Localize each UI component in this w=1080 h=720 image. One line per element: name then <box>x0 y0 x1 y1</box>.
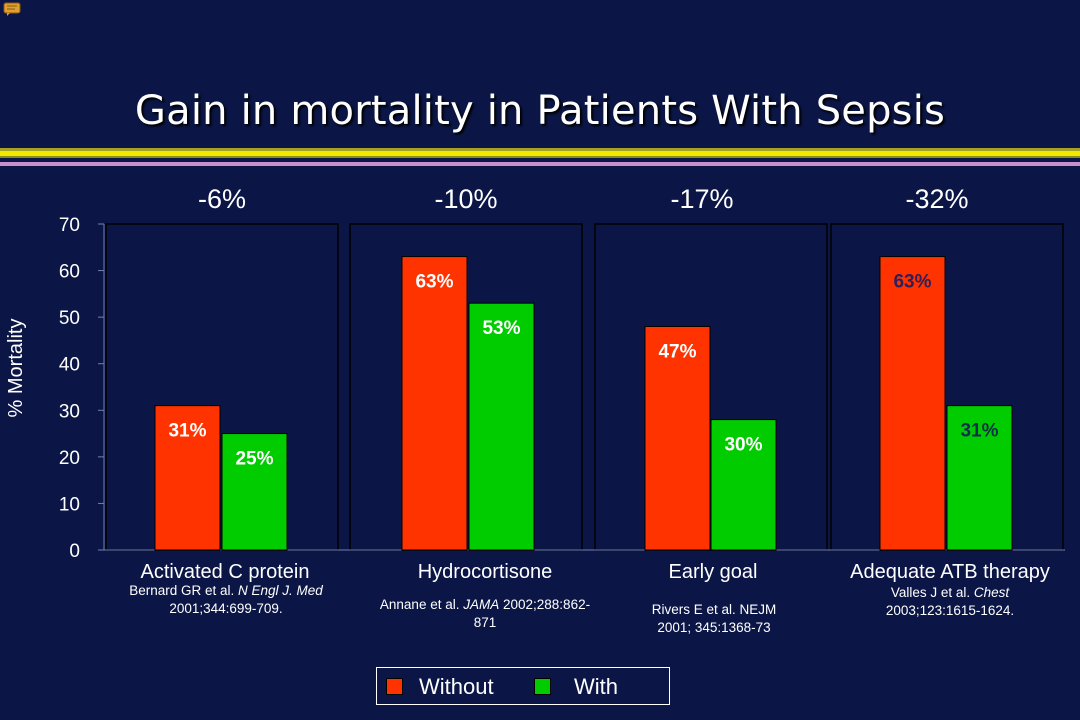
citation-4: Valles J et al. Chest 2003;123:1615-1624… <box>885 585 1015 618</box>
slide-title: Gain in mortality in Patients With Sepsi… <box>134 88 946 134</box>
bar-without-2 <box>401 256 468 551</box>
title-rule-olive <box>0 148 1080 151</box>
legend-swatch-without <box>386 678 403 695</box>
legend-swatch-with <box>534 678 551 695</box>
bar-data-label: 30% <box>724 435 762 456</box>
title-rule-pink <box>0 162 1080 166</box>
y-tick-label: 30 <box>59 401 80 422</box>
y-tick-label: 0 <box>69 541 80 562</box>
category-label: Hydrocortisone <box>418 561 553 583</box>
chart-legend: Without With <box>376 667 670 705</box>
y-tick-label: 60 <box>59 262 80 283</box>
category-label: Early goal <box>669 561 758 583</box>
title-rule-yellow <box>0 151 1080 156</box>
delta-label: -6% <box>198 184 246 214</box>
bar-with-1 <box>221 433 288 551</box>
y-tick-label: 70 <box>59 215 80 236</box>
citation-2: Annane et al. JAMA 2002;288:862- 871 <box>379 597 591 630</box>
bar-with-2 <box>468 302 535 551</box>
y-tick-label: 40 <box>59 355 80 376</box>
y-axis-label: % Mortality <box>5 319 27 418</box>
bar-with-3 <box>710 419 777 551</box>
y-tick-label: 50 <box>59 308 80 329</box>
bar-without-1 <box>154 405 221 551</box>
citation-1: Bernard GR et al. N Engl J. Med 2001;344… <box>129 583 323 616</box>
bar-data-label: 63% <box>415 272 453 293</box>
title-rule-olive-2 <box>0 156 1080 158</box>
legend-label-without: Without <box>419 674 494 699</box>
bar-data-label: 63% <box>893 272 931 293</box>
legend-label-with: With <box>574 674 618 699</box>
y-tick-label: 20 <box>59 448 80 469</box>
citation-3: Rivers E et al. NEJM 2001; 345:1368-73 <box>651 602 777 635</box>
delta-label: -10% <box>434 184 497 214</box>
delta-label: -32% <box>905 184 968 214</box>
bar-data-label: 31% <box>960 421 998 442</box>
bar-without-4 <box>879 256 946 551</box>
bar-with-4 <box>946 405 1013 551</box>
bar-data-label: 25% <box>235 449 273 470</box>
bar-data-label: 47% <box>658 341 696 362</box>
y-tick-label: 10 <box>59 494 80 515</box>
bar-without-3 <box>644 325 711 551</box>
category-label: Adequate ATB therapy <box>850 561 1050 583</box>
category-label: Activated C protein <box>141 561 310 583</box>
note-icon[interactable] <box>3 2 21 16</box>
bar-data-label: 53% <box>482 318 520 339</box>
delta-label: -17% <box>670 184 733 214</box>
bar-data-label: 31% <box>168 421 206 442</box>
